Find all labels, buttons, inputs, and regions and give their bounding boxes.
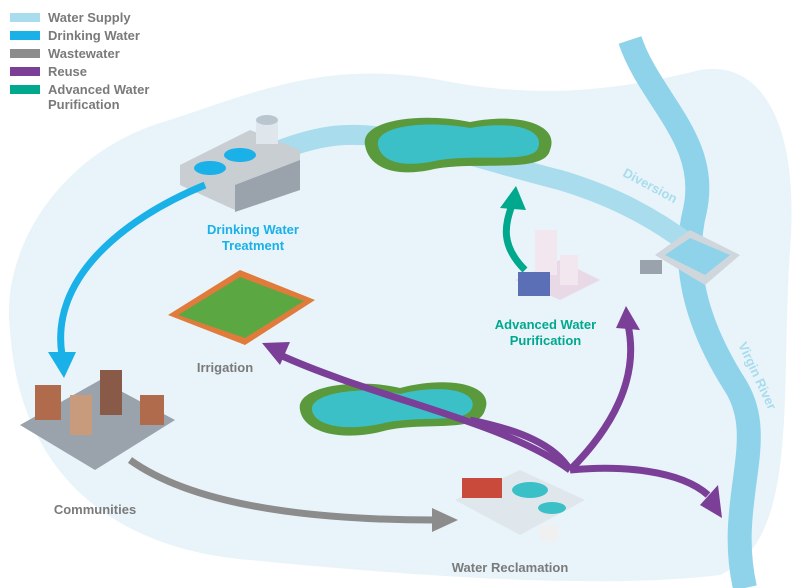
label-water-reclamation: Water Reclamation	[440, 560, 580, 576]
legend-swatch	[10, 49, 40, 58]
label-advanced-water-purification: Advanced Water Purification	[478, 317, 613, 349]
label-drinking-water-treatment: Drinking Water Treatment	[198, 222, 308, 254]
label-irrigation: Irrigation	[195, 360, 255, 376]
legend-swatch	[10, 13, 40, 22]
label-communities: Communities	[45, 502, 145, 518]
legend-label: Drinking Water	[48, 28, 178, 43]
diagram: Water Supply Drinking Water Wastewater Reus…	[0, 0, 803, 588]
legend-label: Reuse	[48, 64, 178, 79]
legend-swatch	[10, 85, 40, 94]
legend-swatch	[10, 67, 40, 76]
legend-swatch	[10, 31, 40, 40]
legend-label: Advanced Water Purification	[48, 82, 178, 112]
legend-label: Water Supply	[48, 10, 178, 25]
legend-label: Wastewater	[48, 46, 178, 61]
pond-top	[365, 118, 552, 173]
